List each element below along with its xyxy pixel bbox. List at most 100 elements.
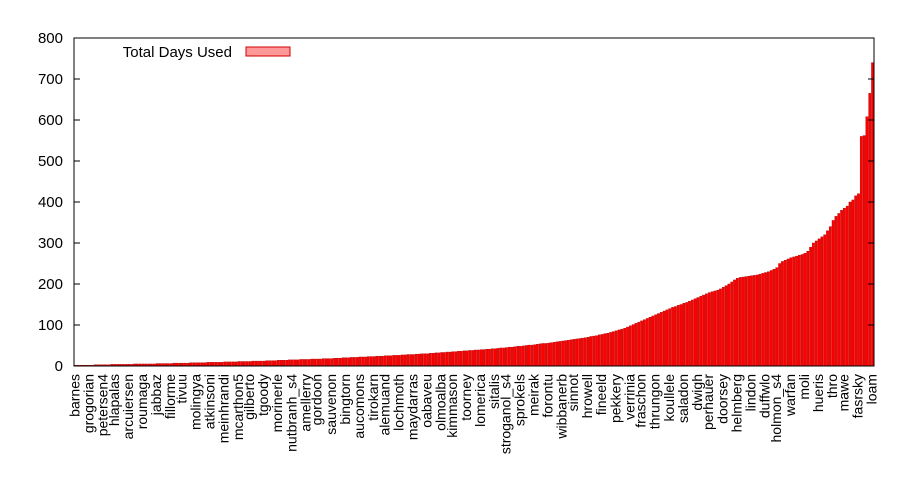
bar (423, 353, 427, 367)
bar (355, 357, 359, 367)
bar (769, 270, 773, 367)
bar (544, 343, 548, 367)
category-label: forontu (540, 374, 556, 418)
y-tick-label: 100 (38, 317, 63, 334)
bar (772, 269, 776, 367)
bar (612, 331, 615, 367)
bar (248, 361, 252, 367)
bar (448, 351, 452, 367)
category-label: hlapalas (106, 374, 122, 426)
category-label: olmoalba (433, 374, 449, 431)
bar (428, 353, 432, 367)
category-label: hueris (810, 374, 826, 412)
bar (719, 288, 722, 367)
bar (631, 324, 635, 367)
bar (617, 329, 621, 367)
bar (699, 296, 703, 367)
bar (516, 346, 520, 367)
bar (389, 355, 393, 367)
bar (220, 362, 224, 367)
bar (502, 347, 505, 367)
bar (536, 344, 539, 367)
bar (609, 332, 612, 367)
category-label: atkinsoni (202, 374, 218, 429)
bar (538, 343, 542, 367)
bar (206, 362, 210, 367)
bar (572, 339, 576, 367)
category-label: pekkery (607, 374, 623, 423)
bar (730, 281, 734, 367)
bar (662, 310, 666, 367)
bar (327, 358, 331, 367)
bar (493, 348, 497, 367)
category-label: hrowell (579, 374, 595, 418)
bar (251, 360, 255, 367)
bar (319, 358, 322, 367)
bar (789, 257, 793, 367)
legend-swatch (245, 46, 291, 57)
bar (738, 277, 742, 367)
bar (750, 275, 753, 367)
bar (716, 289, 720, 367)
bar (668, 308, 672, 367)
bar (843, 207, 846, 367)
bar (231, 361, 235, 367)
category-label: aucomons (351, 374, 367, 439)
category-label: molingya (188, 374, 204, 430)
category-labels-layer: barnesgrogorianpetersen4hlapalasarcuiers… (66, 373, 879, 454)
bar (567, 339, 570, 367)
bar (871, 62, 874, 367)
bar (276, 360, 280, 367)
bar (279, 360, 283, 367)
category-label: meirak (526, 373, 542, 416)
bar (507, 346, 511, 367)
bar (482, 349, 486, 367)
bar (862, 135, 866, 367)
bar (392, 355, 396, 367)
bar (628, 325, 632, 367)
bar (293, 359, 297, 367)
bar (851, 199, 855, 367)
bar (431, 353, 435, 367)
bar (778, 263, 781, 367)
category-label: amellerry (297, 374, 313, 432)
bar (561, 340, 565, 367)
bar (209, 362, 212, 367)
category-label: meinhrandi (216, 374, 232, 443)
bar (437, 352, 441, 367)
bar (747, 276, 750, 367)
bar (454, 351, 458, 367)
category-label: fraschon (633, 374, 649, 428)
bar (341, 357, 345, 367)
bar (451, 351, 455, 367)
bar (826, 230, 829, 367)
bar (736, 278, 739, 367)
bar (485, 348, 489, 367)
bar (259, 360, 263, 367)
bar (724, 285, 728, 367)
category-label: roumaga (134, 374, 150, 429)
bar (474, 349, 477, 367)
bar (848, 201, 852, 367)
bar (857, 193, 860, 367)
bar (614, 330, 618, 367)
bar (505, 347, 508, 367)
bar (254, 360, 258, 367)
bar (806, 250, 810, 367)
bar (519, 346, 522, 367)
category-label: saladon (675, 374, 691, 423)
category-label: helmberg (728, 374, 744, 432)
bar (217, 362, 221, 367)
bar (707, 292, 711, 367)
bar (659, 312, 663, 367)
category-label: koullele (661, 374, 677, 422)
bar (741, 276, 745, 367)
bar (367, 356, 370, 367)
bar (375, 355, 379, 367)
bar (316, 358, 320, 367)
bar (262, 360, 266, 367)
bar (575, 338, 579, 367)
category-label: stroganol_s4 (497, 374, 513, 454)
category-label: loam (864, 374, 880, 404)
